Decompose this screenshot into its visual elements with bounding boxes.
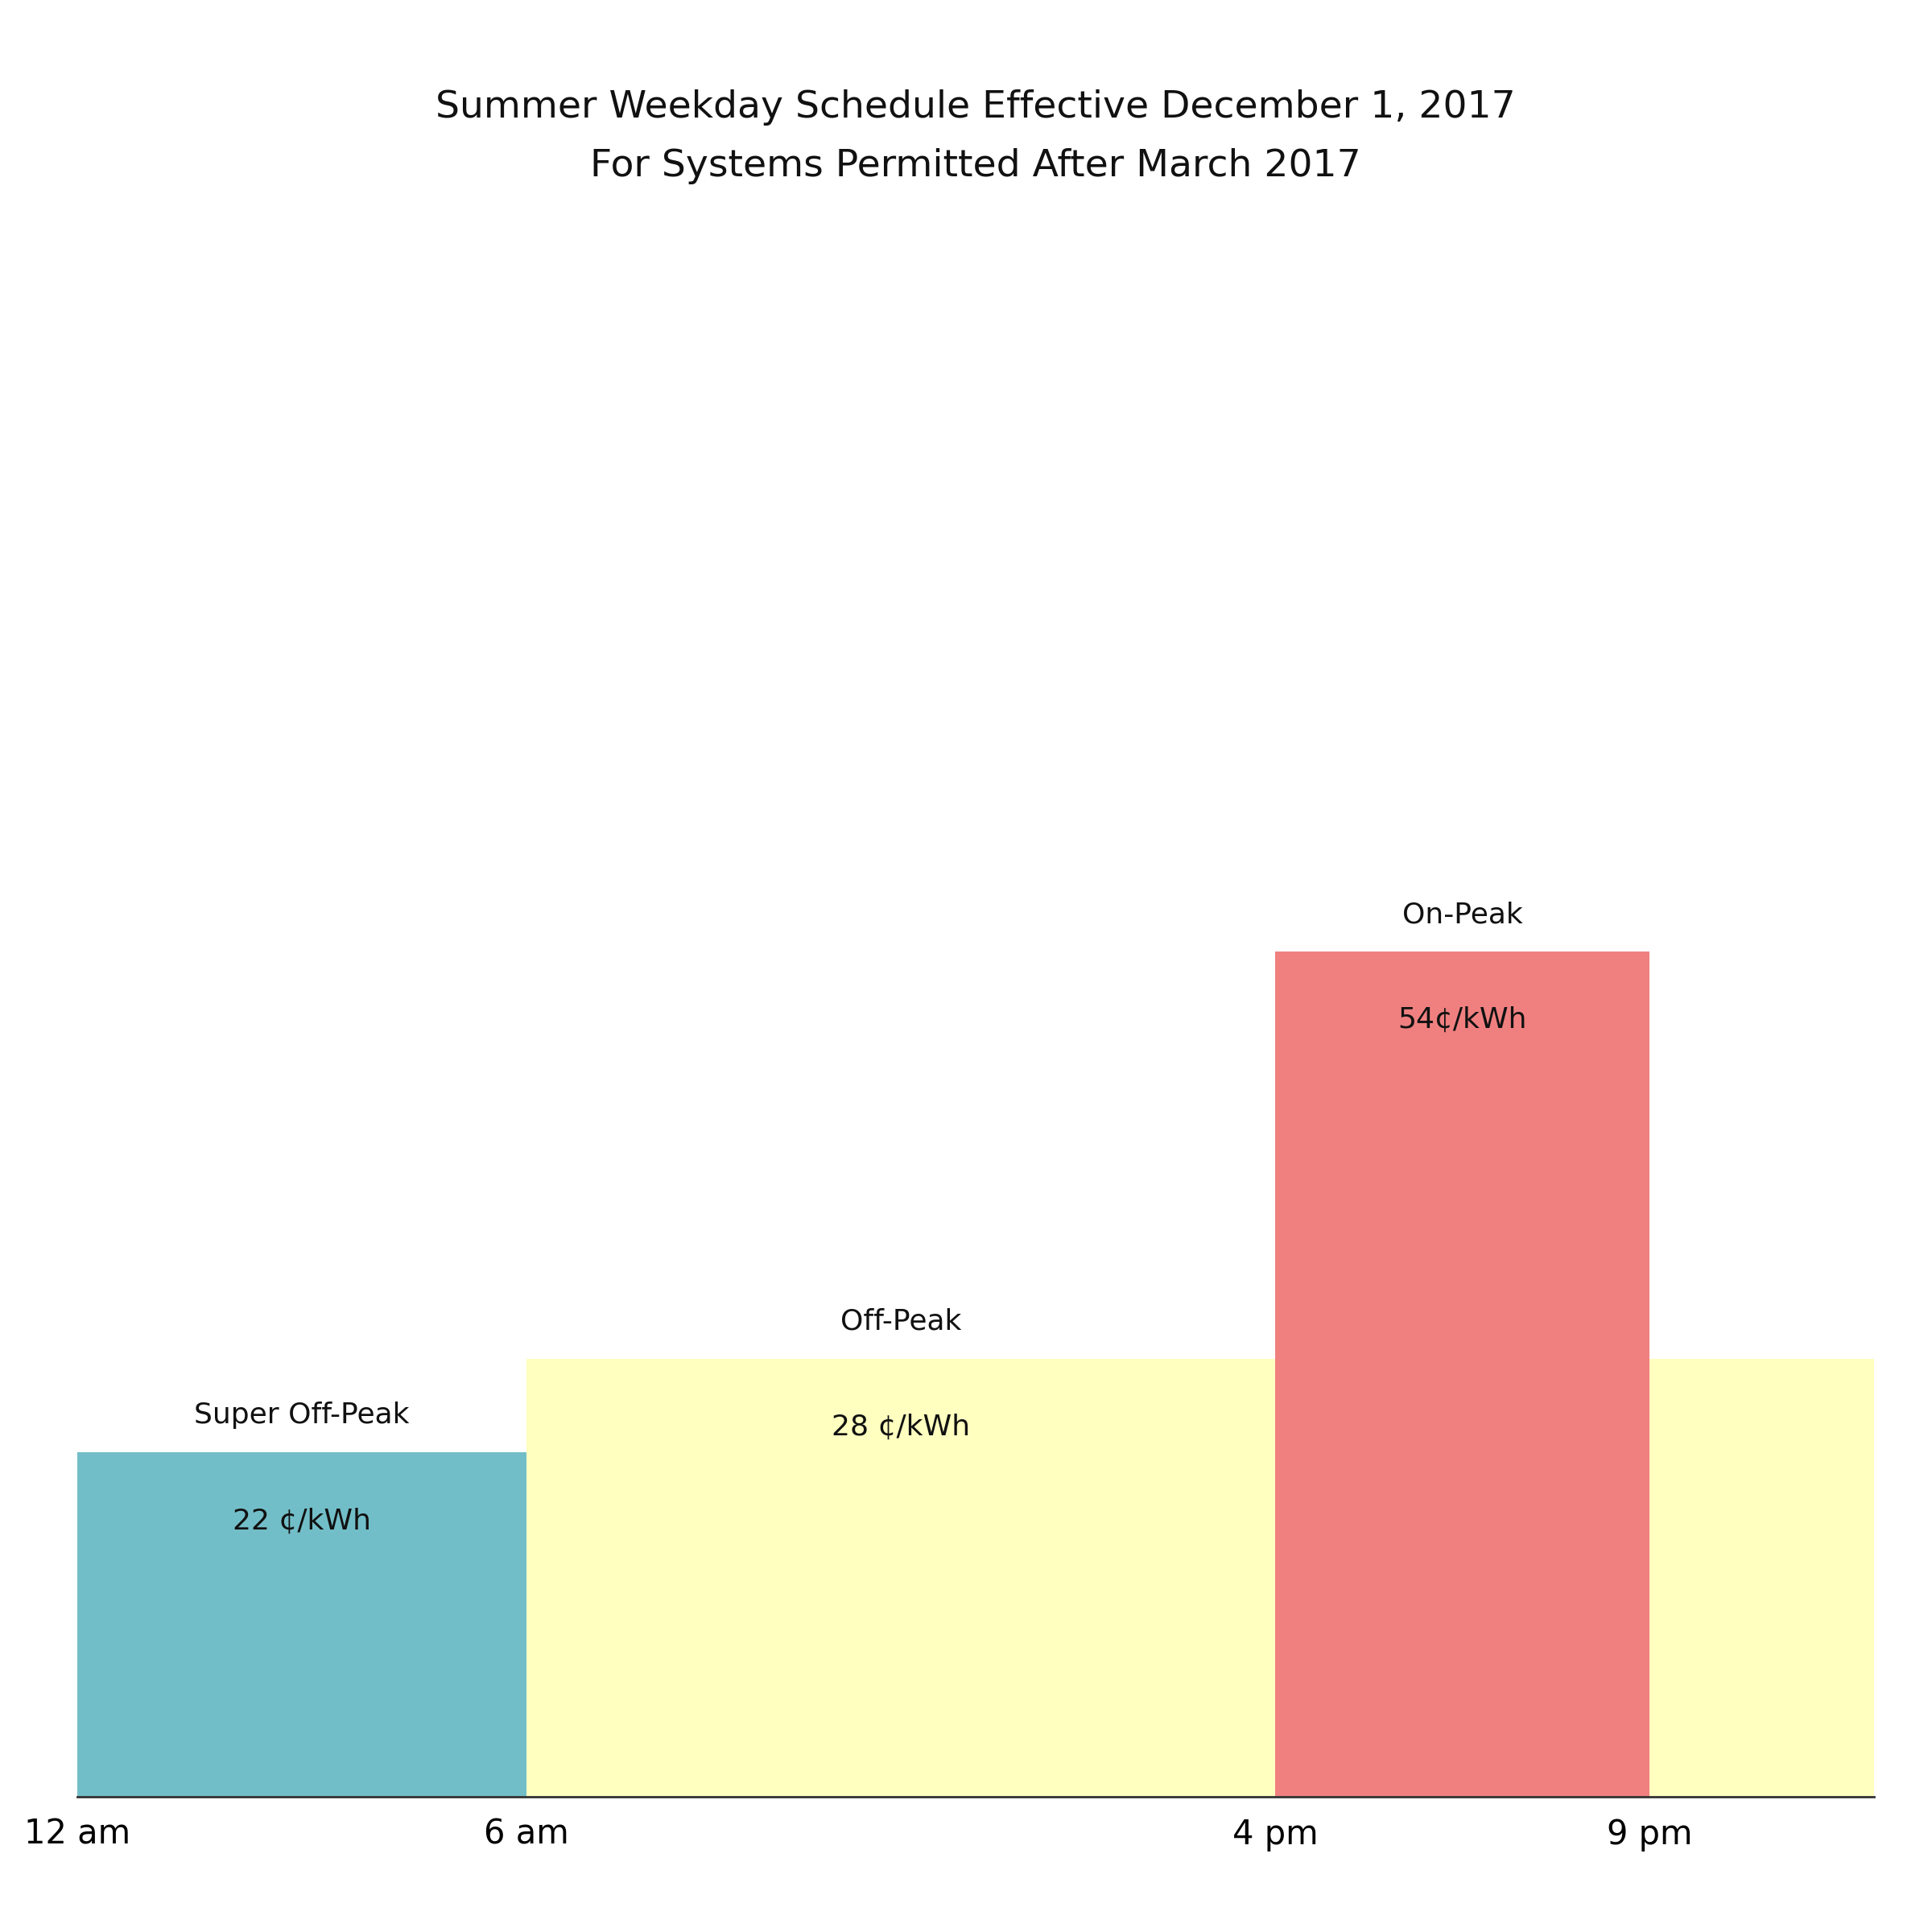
Text: On-Peak: On-Peak [1403,900,1522,927]
Title: Summer Weekday Schedule Effective December 1, 2017
For Systems Permitted After M: Summer Weekday Schedule Effective Decemb… [435,89,1517,184]
Bar [526,1358,1275,1797]
Text: Super Off-Peak: Super Off-Peak [195,1401,410,1430]
Bar [77,1453,526,1797]
Bar [1650,1358,1874,1797]
Text: 22 ¢/kWh: 22 ¢/kWh [232,1507,371,1534]
Text: Off-Peak: Off-Peak [840,1308,962,1335]
Bar [1275,952,1650,1797]
Text: 54¢/kWh: 54¢/kWh [1397,1007,1526,1034]
Text: 28 ¢/kWh: 28 ¢/kWh [831,1414,970,1441]
